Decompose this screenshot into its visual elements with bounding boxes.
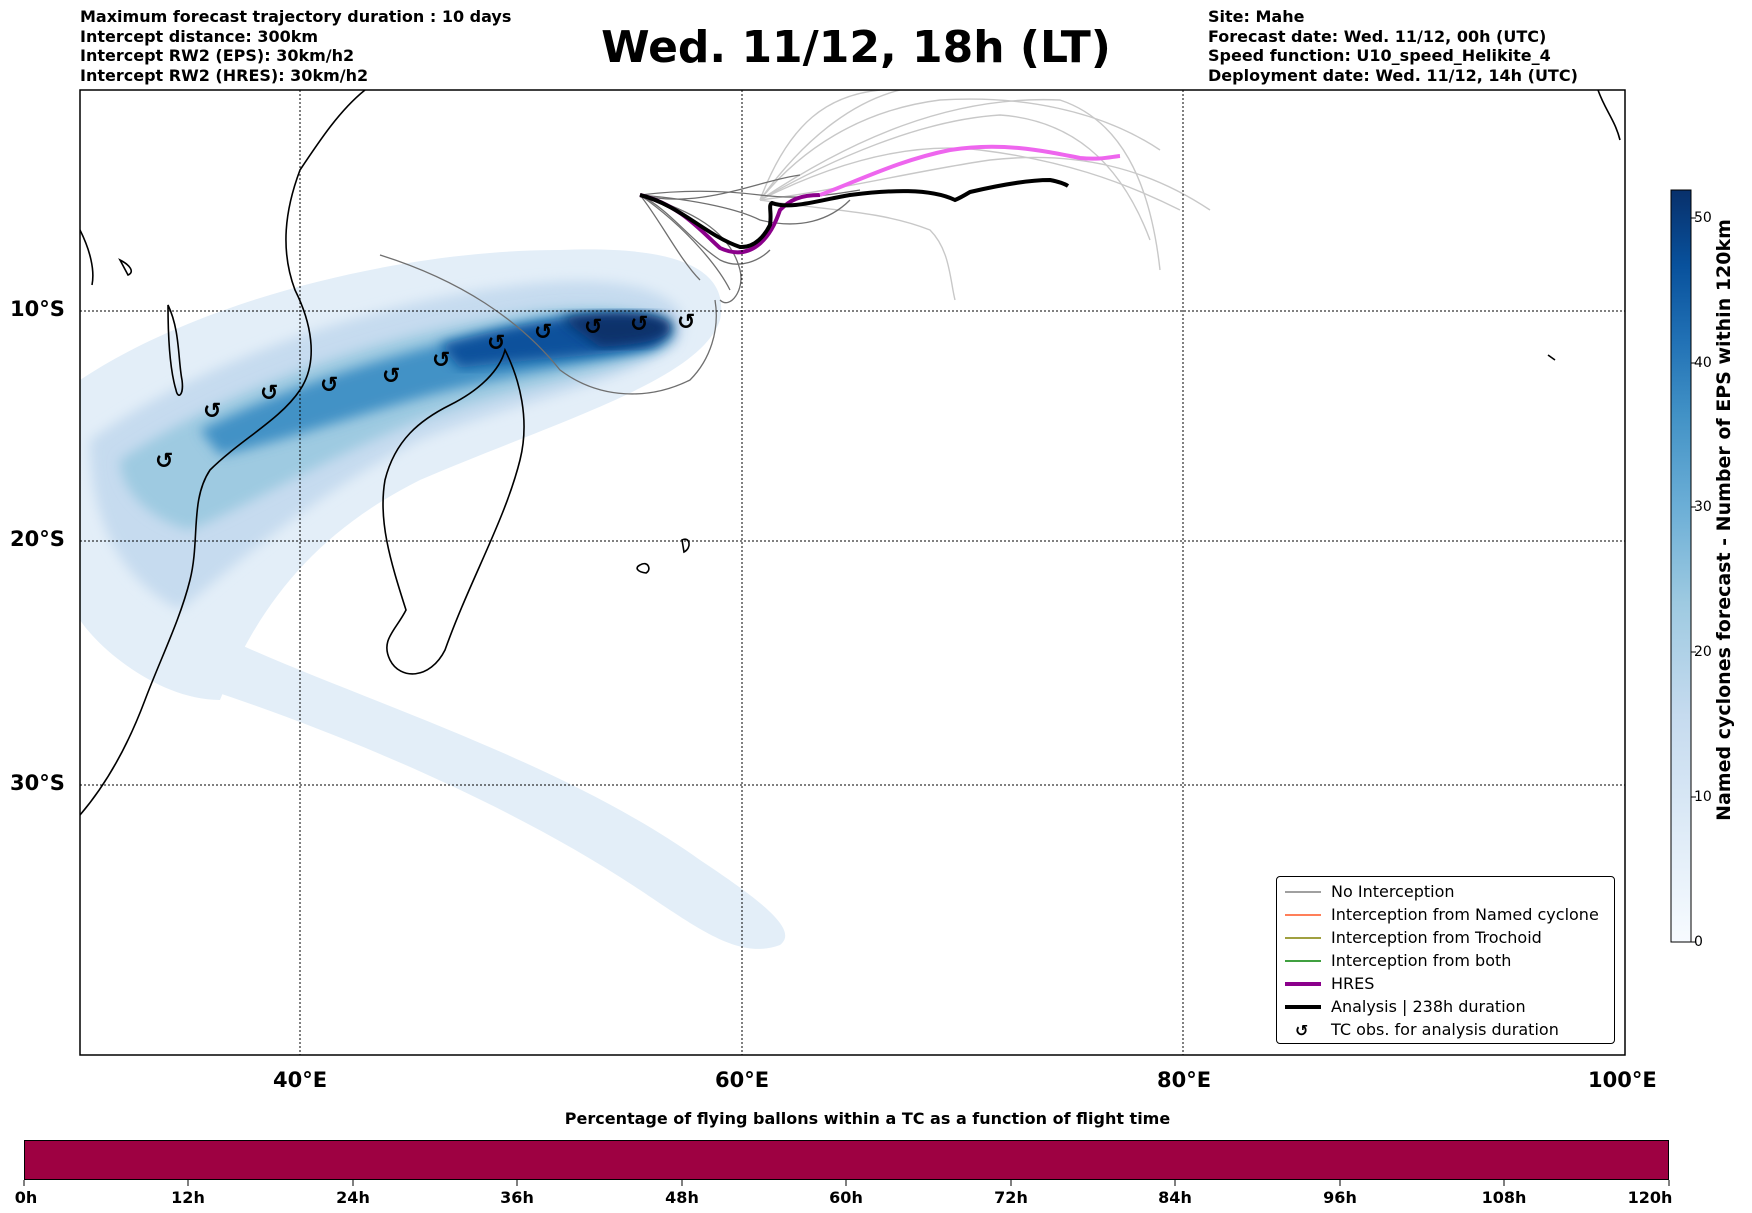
time-bar-tick-marks: [23, 1180, 1670, 1186]
colorbar-tick: 50: [1694, 210, 1712, 226]
lat-label: 10°S: [10, 297, 65, 321]
cyclone-icon: ↺: [584, 315, 602, 340]
map-frame: [79, 89, 1626, 1056]
cyclone-icon: ↺: [534, 320, 552, 345]
time-bar-tick: 0h: [14, 1188, 38, 1207]
cyclone-icon: ↺: [677, 310, 695, 335]
cyclone-icon: ↺: [260, 381, 278, 406]
time-bar-tick: 12h: [171, 1188, 205, 1207]
colorbar-tick: 40: [1694, 355, 1712, 371]
hres-track-future: [819, 144, 1121, 197]
time-bar-tick: 96h: [1323, 1188, 1357, 1207]
colorbar-tick: 10: [1694, 789, 1712, 805]
time-bar-tick: 84h: [1158, 1188, 1192, 1207]
cyclone-icon: ↺: [203, 399, 221, 424]
time-bar-tick: 108h: [1481, 1188, 1527, 1207]
coastline: [80, 90, 1621, 816]
header-info-right: Site: Mahe Forecast date: Wed. 11/12, 00…: [1208, 7, 1578, 85]
legend-item-no-interception: No Interception: [1285, 882, 1455, 901]
legend-item-named-cyclone: Interception from Named cyclone: [1285, 905, 1599, 924]
time-bar-tick: 36h: [500, 1188, 534, 1207]
colorbar: [1670, 189, 1692, 943]
header-line: Forecast date: Wed. 11/12, 00h (UTC): [1208, 26, 1547, 46]
cyclone-icon: ↺: [432, 348, 450, 373]
cyclone-icon: ↺: [320, 373, 338, 398]
colorbar-tick: 0: [1694, 934, 1703, 950]
header-line: Intercept RW2 (EPS): 30km/h2: [80, 46, 355, 65]
colorbar-tick: 20: [1694, 644, 1712, 660]
legend-item-tc-obs: ↺ TC obs. for analysis duration: [1295, 1020, 1559, 1040]
legend-item-hres: HRES: [1285, 974, 1375, 993]
header-line: Site: Mahe: [1208, 7, 1305, 26]
time-bar: [24, 1140, 1669, 1180]
header-line: Speed function: U10_speed_Helikite_4: [1208, 46, 1551, 65]
lon-label: 100°E: [1588, 1068, 1657, 1092]
time-bar-tick: 24h: [336, 1188, 370, 1207]
header-line: Deployment date: Wed. 11/12, 14h (UTC): [1208, 65, 1578, 85]
colorbar-tick: 30: [1694, 499, 1712, 515]
time-bar-tick: 72h: [994, 1188, 1028, 1207]
time-bar-title: Percentage of flying ballons within a TC…: [564, 1109, 1171, 1128]
lat-label: 20°S: [10, 527, 65, 551]
colorbar-tick-marks: [1691, 217, 1696, 943]
colorbar-label: Named cyclones forecast - Number of EPS …: [1713, 219, 1735, 821]
map-legend: No Interception Interception from Named …: [1276, 876, 1615, 1044]
ensemble-tracks: [379, 90, 1211, 395]
legend-item-both: Interception from both: [1285, 951, 1512, 970]
header-line: Intercept RW2 (HRES): 30km/h2: [80, 65, 369, 85]
header-line: Intercept distance: 300km: [80, 26, 319, 46]
cyclone-icon: ↺: [630, 312, 648, 337]
lon-label: 80°E: [1157, 1068, 1212, 1092]
map-title: Wed. 11/12, 18h (LT): [601, 22, 1111, 73]
time-bar-tick: 60h: [829, 1188, 863, 1207]
header-info-left: Maximum forecast trajectory duration : 1…: [80, 7, 511, 85]
graticule: [80, 90, 1625, 1055]
time-bar-tick: 48h: [665, 1188, 699, 1207]
cyclone-icon: ↺: [382, 364, 400, 389]
lon-label: 40°E: [273, 1068, 328, 1092]
cyclone-icon: ↺: [487, 331, 505, 356]
cyclone-icon: ↺: [155, 449, 173, 474]
tc-observation-icons: ↺ ↺ ↺ ↺ ↺ ↺ ↺ ↺ ↺ ↺ ↺: [155, 310, 695, 474]
analysis-track: [639, 177, 1070, 250]
legend-item-trochoid: Interception from Trochoid: [1285, 928, 1542, 947]
header-line: Maximum forecast trajectory duration : 1…: [80, 7, 512, 26]
legend-item-analysis: Analysis | 238h duration: [1285, 997, 1526, 1016]
cyclone-icon: ↺: [1295, 1021, 1308, 1040]
lat-label: 30°S: [10, 771, 65, 795]
time-bar-tick: 120h: [1627, 1188, 1673, 1207]
lon-label: 60°E: [715, 1068, 770, 1092]
